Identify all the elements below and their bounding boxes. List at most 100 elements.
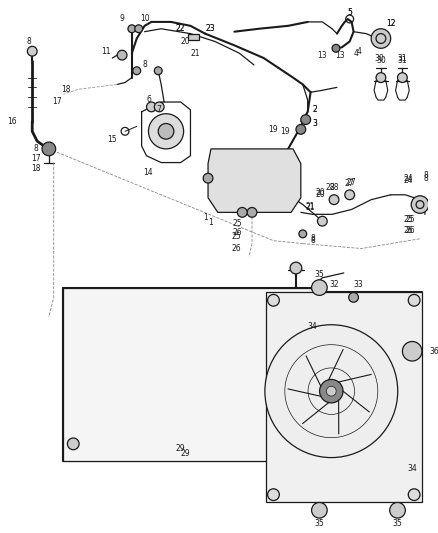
Polygon shape (208, 149, 301, 212)
Text: 4: 4 (354, 49, 359, 58)
Text: 13: 13 (335, 51, 345, 60)
Text: 8: 8 (27, 37, 32, 46)
Circle shape (67, 438, 79, 450)
Circle shape (390, 503, 405, 518)
Text: 21: 21 (306, 202, 315, 211)
Text: 31: 31 (398, 53, 407, 62)
Circle shape (301, 115, 311, 125)
Text: 27: 27 (347, 177, 357, 187)
Text: 7: 7 (156, 106, 161, 114)
Text: 19: 19 (280, 127, 290, 136)
Text: 24: 24 (403, 174, 413, 183)
Text: 26: 26 (233, 229, 242, 237)
Text: 4: 4 (357, 47, 362, 56)
Circle shape (135, 25, 143, 33)
Text: 1: 1 (203, 213, 208, 222)
Text: 17: 17 (52, 96, 61, 106)
Circle shape (265, 325, 398, 458)
Circle shape (154, 67, 162, 75)
Text: 30: 30 (374, 53, 384, 62)
Circle shape (398, 72, 407, 83)
Circle shape (268, 294, 279, 306)
Circle shape (27, 46, 37, 56)
Text: 21: 21 (191, 49, 200, 58)
Text: 14: 14 (144, 168, 153, 177)
Circle shape (203, 173, 213, 183)
Circle shape (290, 262, 302, 274)
Text: 10: 10 (140, 13, 149, 22)
Text: 2: 2 (312, 106, 317, 114)
Circle shape (320, 379, 343, 403)
Text: 26: 26 (403, 227, 413, 236)
Text: 26: 26 (232, 244, 241, 253)
Text: 8: 8 (310, 236, 315, 245)
Circle shape (329, 195, 339, 205)
Circle shape (311, 280, 327, 295)
Text: 23: 23 (205, 25, 215, 33)
Text: 35: 35 (314, 270, 324, 279)
Text: 5: 5 (347, 7, 352, 17)
Text: 1: 1 (208, 217, 213, 227)
Circle shape (291, 457, 301, 466)
Text: 2: 2 (312, 106, 317, 114)
Circle shape (318, 216, 327, 226)
Circle shape (311, 503, 327, 518)
Circle shape (408, 489, 420, 500)
Circle shape (345, 190, 354, 200)
Circle shape (299, 230, 307, 238)
Text: 18: 18 (62, 85, 71, 94)
Text: 21: 21 (306, 203, 315, 212)
Text: 5: 5 (347, 7, 352, 17)
Circle shape (349, 293, 358, 302)
Text: 13: 13 (318, 51, 327, 60)
Text: 20: 20 (315, 188, 325, 197)
Text: 25: 25 (232, 232, 241, 241)
Text: 22: 22 (176, 25, 185, 33)
Text: 6: 6 (146, 94, 152, 103)
Text: 20: 20 (315, 190, 325, 199)
Circle shape (371, 29, 391, 49)
Text: 32: 32 (329, 280, 339, 289)
Text: 8: 8 (310, 234, 315, 243)
Circle shape (42, 142, 56, 156)
Text: 15: 15 (107, 135, 117, 143)
Text: 35: 35 (314, 520, 324, 528)
Text: 26: 26 (406, 227, 415, 236)
Text: 34: 34 (407, 464, 417, 473)
Text: 33: 33 (353, 280, 364, 289)
Circle shape (247, 207, 257, 217)
Text: 9: 9 (120, 13, 124, 22)
Text: 17: 17 (32, 154, 41, 163)
Text: 27: 27 (345, 179, 354, 188)
Text: 36: 36 (430, 347, 438, 356)
Text: 8: 8 (142, 60, 147, 69)
Text: 25: 25 (406, 215, 415, 224)
Circle shape (133, 67, 141, 75)
Bar (187, 34, 199, 39)
Text: 8: 8 (423, 171, 428, 180)
Text: 31: 31 (398, 56, 407, 66)
Text: 29: 29 (176, 444, 186, 453)
Text: 8: 8 (423, 174, 428, 183)
Circle shape (326, 386, 336, 396)
Text: 16: 16 (7, 117, 17, 126)
Circle shape (408, 294, 420, 306)
Text: 8: 8 (34, 144, 39, 154)
Text: 34: 34 (307, 322, 318, 331)
Text: 3: 3 (312, 119, 317, 128)
Text: 28: 28 (325, 183, 335, 192)
Text: 11: 11 (101, 47, 110, 56)
Text: 29: 29 (181, 449, 191, 458)
Text: 19: 19 (268, 125, 278, 134)
Circle shape (268, 489, 279, 500)
Text: 22: 22 (176, 25, 185, 33)
Text: 25: 25 (403, 215, 413, 224)
Text: 28: 28 (329, 183, 339, 192)
Text: 25: 25 (233, 219, 242, 228)
Circle shape (148, 114, 184, 149)
Circle shape (411, 196, 429, 213)
Polygon shape (266, 293, 422, 503)
Circle shape (146, 102, 156, 112)
Text: 35: 35 (392, 520, 403, 528)
Text: 20: 20 (181, 37, 191, 46)
